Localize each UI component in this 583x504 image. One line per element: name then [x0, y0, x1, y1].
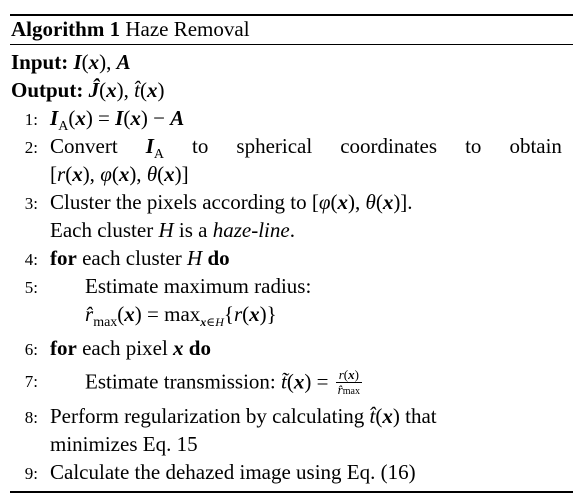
step-2-line-2: [r(x), φ(x), θ(x)] — [50, 162, 189, 186]
step-number: 1: — [24, 110, 38, 129]
top-rule — [10, 14, 573, 16]
step-7-line: Estimate transmission: t̃(x) = r(x) r̂ma… — [85, 367, 362, 397]
output-math: Ĵ(x), t̂(x) — [88, 78, 165, 102]
input-label: Input: — [11, 50, 69, 74]
step-8-line-1: Perform regularization by calculating t̂… — [50, 404, 437, 428]
step-5-line-2: r̂max(x) = maxx∈H{r(x)} — [85, 302, 277, 330]
step-number: 7: — [24, 372, 38, 391]
step-number: 2: — [24, 138, 38, 157]
algorithm-heading: Algorithm 1 Haze Removal — [11, 17, 250, 41]
step-3-line-1: Cluster the pixels according to [φ(x), θ… — [50, 190, 413, 214]
step-number: 9: — [24, 464, 38, 483]
bottom-rule — [10, 491, 573, 493]
step-number: 6: — [24, 340, 38, 359]
output-line: Output: Ĵ(x), t̂(x) — [11, 78, 164, 102]
step-number: 3: — [24, 194, 38, 213]
algorithm-label: Algorithm 1 — [11, 17, 121, 41]
step-2-line-1: Convert IA to spherical coordinates to o… — [50, 134, 562, 167]
output-label: Output: — [11, 78, 84, 102]
transmission-fraction: r(x) r̂max — [335, 367, 362, 397]
step-1-math: IA(x) = I(x) − A — [50, 106, 185, 134]
step-6-line: for each pixel x do — [50, 336, 211, 360]
step-4-line: for each cluster H do — [50, 246, 230, 270]
step-number: 5: — [24, 278, 38, 297]
step-3-line-2: Each cluster H is a haze-line. — [50, 218, 295, 242]
step-number: 8: — [24, 408, 38, 427]
mid-rule — [10, 44, 573, 45]
algorithm-title: Haze Removal — [125, 17, 250, 41]
step-number: 4: — [24, 250, 38, 269]
input-math: I(x), A — [73, 50, 131, 74]
step-9-line: Calculate the dehazed image using Eq. (1… — [50, 460, 416, 484]
input-line: Input: I(x), A — [11, 50, 131, 74]
step-5-line-1: Estimate maximum radius: — [85, 274, 312, 298]
step-2-math: IA — [145, 134, 164, 162]
step-8-line-2: minimizes Eq. 15 — [50, 432, 198, 456]
